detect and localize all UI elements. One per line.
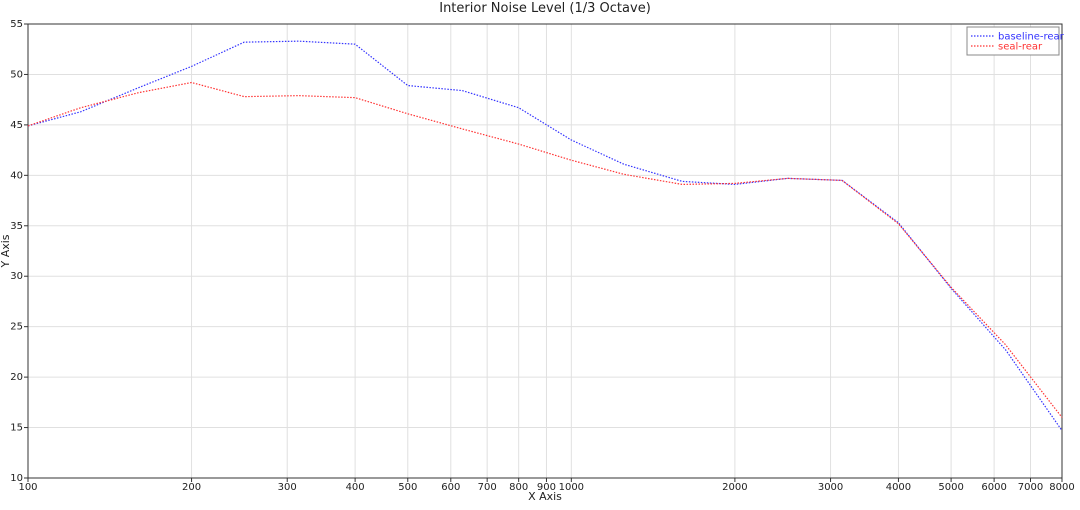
y-tick-label: 10	[10, 473, 23, 484]
legend-label: baseline-rear	[998, 32, 1065, 43]
x-tick-label: 100	[18, 482, 37, 493]
x-tick-label: 6000	[981, 482, 1006, 493]
x-tick-label: 400	[346, 482, 365, 493]
y-tick-label: 55	[10, 19, 23, 30]
x-tick-label: 600	[441, 482, 460, 493]
y-tick-label: 35	[10, 221, 23, 232]
legend-box	[966, 26, 1060, 56]
data-line	[27, 81, 1063, 418]
y-tick-label: 30	[10, 271, 23, 282]
x-tick-label: 3000	[818, 482, 843, 493]
x-tick-label: 800	[509, 482, 528, 493]
x-tick-label: 1000	[559, 482, 584, 493]
x-tick-label: 500	[398, 482, 417, 493]
x-tick-label: 2000	[722, 482, 747, 493]
plot-frame	[27, 23, 1063, 479]
data-line	[27, 40, 1063, 431]
y-tick-label: 15	[10, 423, 23, 434]
y-tick-label: 25	[10, 322, 23, 333]
x-tick-label: 5000	[938, 482, 963, 493]
x-tick-label: 300	[278, 482, 297, 493]
x-tick-label: 4000	[886, 482, 911, 493]
x-tick-label: 7000	[1018, 482, 1043, 493]
y-tick-label: 20	[10, 372, 23, 383]
x-tick-label: 8000	[1049, 482, 1074, 493]
legend-label: seal-rear	[998, 42, 1043, 53]
x-tick-label: 700	[478, 482, 497, 493]
y-tick-label: 50	[10, 69, 23, 80]
y-tick-label: 40	[10, 170, 23, 181]
y-tick-label: 45	[10, 120, 23, 131]
x-tick-label: 200	[182, 482, 201, 493]
x-tick-label: 900	[537, 482, 556, 493]
chart-title: Interior Noise Level (1/3 Octave)	[439, 1, 651, 16]
x-axis-label: X Axis	[528, 490, 562, 503]
y-axis-label: Y Axis	[0, 234, 12, 268]
